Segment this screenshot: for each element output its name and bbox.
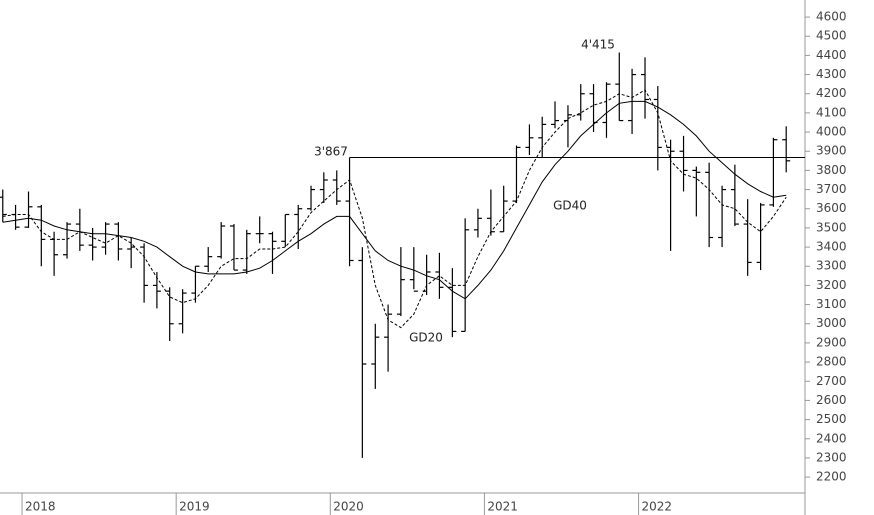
series-label: GD20 bbox=[409, 331, 443, 345]
y-tick-label: 4400 bbox=[816, 48, 847, 62]
y-tick-label: 3500 bbox=[816, 220, 847, 234]
y-tick-label: 4600 bbox=[816, 10, 847, 24]
y-tick-label: 2800 bbox=[816, 355, 847, 369]
series-label: GD40 bbox=[553, 199, 587, 213]
y-tick-label: 2900 bbox=[816, 335, 847, 349]
y-tick-label: 4000 bbox=[816, 125, 847, 139]
y-tick-label: 3200 bbox=[816, 278, 847, 292]
y-tick-label: 3000 bbox=[816, 316, 847, 330]
y-tick-label: 3400 bbox=[816, 240, 847, 254]
y-tick-label: 2600 bbox=[816, 393, 847, 407]
x-tick-label: 2018 bbox=[25, 500, 56, 514]
x-tick-label: 2019 bbox=[179, 500, 210, 514]
y-tick-label: 3600 bbox=[816, 201, 847, 215]
y-tick-label: 4300 bbox=[816, 67, 847, 81]
y-tick-label: 2400 bbox=[816, 431, 847, 445]
y-tick-label: 3900 bbox=[816, 144, 847, 158]
y-tick-label: 4100 bbox=[816, 105, 847, 119]
annotation: 3'867 bbox=[314, 145, 348, 159]
x-tick-label: 2020 bbox=[333, 500, 364, 514]
y-tick-label: 4200 bbox=[816, 86, 847, 100]
y-tick-label: 2200 bbox=[816, 470, 847, 484]
moving-average-line bbox=[2, 89, 787, 329]
x-tick-label: 2021 bbox=[487, 500, 518, 514]
moving-average-line bbox=[2, 100, 787, 300]
y-tick-label: 3700 bbox=[816, 182, 847, 196]
annotation: 4'415 bbox=[581, 38, 615, 52]
y-tick-label: 2500 bbox=[816, 412, 847, 426]
y-tick-label: 3800 bbox=[816, 163, 847, 177]
y-tick-label: 3300 bbox=[816, 259, 847, 273]
y-tick-label: 2700 bbox=[816, 374, 847, 388]
y-tick-label: 2300 bbox=[816, 450, 847, 464]
y-tick-label: 3100 bbox=[816, 297, 847, 311]
y-tick-label: 4500 bbox=[816, 29, 847, 43]
x-tick-label: 2022 bbox=[642, 500, 673, 514]
